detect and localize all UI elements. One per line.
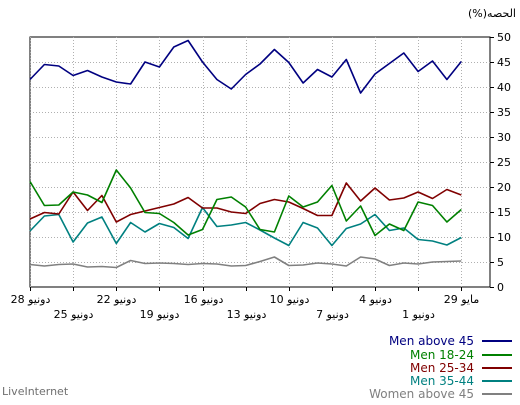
legend-item-men-above-45: Men above 45 bbox=[389, 334, 512, 348]
series-line-women-above-45 bbox=[29, 256, 462, 269]
y-tick-label: 30 bbox=[497, 131, 511, 144]
series-line-men-18-24 bbox=[29, 169, 462, 237]
x-tick-label: 4 دونيو bbox=[359, 293, 392, 306]
legend-label: Men 35-44 bbox=[409, 374, 474, 388]
x-tick-label: 25 دونيو bbox=[54, 308, 94, 321]
x-tick-label: 19 دونيو bbox=[140, 308, 180, 321]
x-tick-label: 28 دونيو bbox=[11, 293, 51, 306]
legend-swatch bbox=[482, 354, 512, 356]
watermark-label: LiveInternet bbox=[2, 385, 69, 398]
x-tick-label: 1 دونيو bbox=[402, 308, 435, 321]
legend-swatch bbox=[482, 367, 512, 369]
x-tick-label: 10 دونيو bbox=[270, 293, 310, 306]
legend-item-men-18-24: Men 18-24 bbox=[410, 348, 512, 362]
series-line-men-above-45 bbox=[29, 39, 462, 94]
x-tick-label: 22 دونيو bbox=[97, 293, 137, 306]
legend-label: Men 25-34 bbox=[409, 361, 474, 375]
y-tick-label: 0 bbox=[497, 281, 504, 294]
x-tick-label: 7 دونيو bbox=[316, 308, 349, 321]
y-tick-label: 5 bbox=[497, 256, 504, 269]
legend-item-men-25-34: Men 25-34 bbox=[410, 361, 512, 375]
y-tick-label: 25 bbox=[497, 156, 511, 169]
y-tick-label: 40 bbox=[497, 81, 511, 94]
legend-item-women-above-45: Women above 45 bbox=[369, 387, 512, 401]
x-tick-label: 29 مايو bbox=[444, 293, 480, 306]
legend-label: Men above 45 bbox=[388, 334, 474, 348]
y-tick-label: 35 bbox=[497, 106, 511, 119]
series-line-men-35-44 bbox=[29, 206, 462, 247]
x-tick-label: 13 دونيو bbox=[227, 308, 267, 321]
legend-label: Women above 45 bbox=[369, 387, 474, 401]
legend-swatch bbox=[482, 380, 512, 382]
legend-swatch bbox=[482, 340, 512, 342]
y-tick-label: 50 bbox=[497, 31, 511, 44]
series-line-men-25-34 bbox=[29, 182, 462, 223]
legend-item-men-35-44: Men 35-44 bbox=[410, 374, 512, 388]
y-axis-label: (%)الحصه bbox=[468, 7, 516, 20]
y-tick-label: 15 bbox=[497, 206, 511, 219]
y-tick-label: 45 bbox=[497, 56, 511, 69]
legend-label: Men 18-24 bbox=[409, 348, 474, 362]
y-tick-label: 10 bbox=[497, 231, 511, 244]
x-tick-label: 16 دونيو bbox=[184, 293, 224, 306]
y-tick-label: 20 bbox=[497, 181, 511, 194]
legend-swatch bbox=[482, 393, 512, 395]
